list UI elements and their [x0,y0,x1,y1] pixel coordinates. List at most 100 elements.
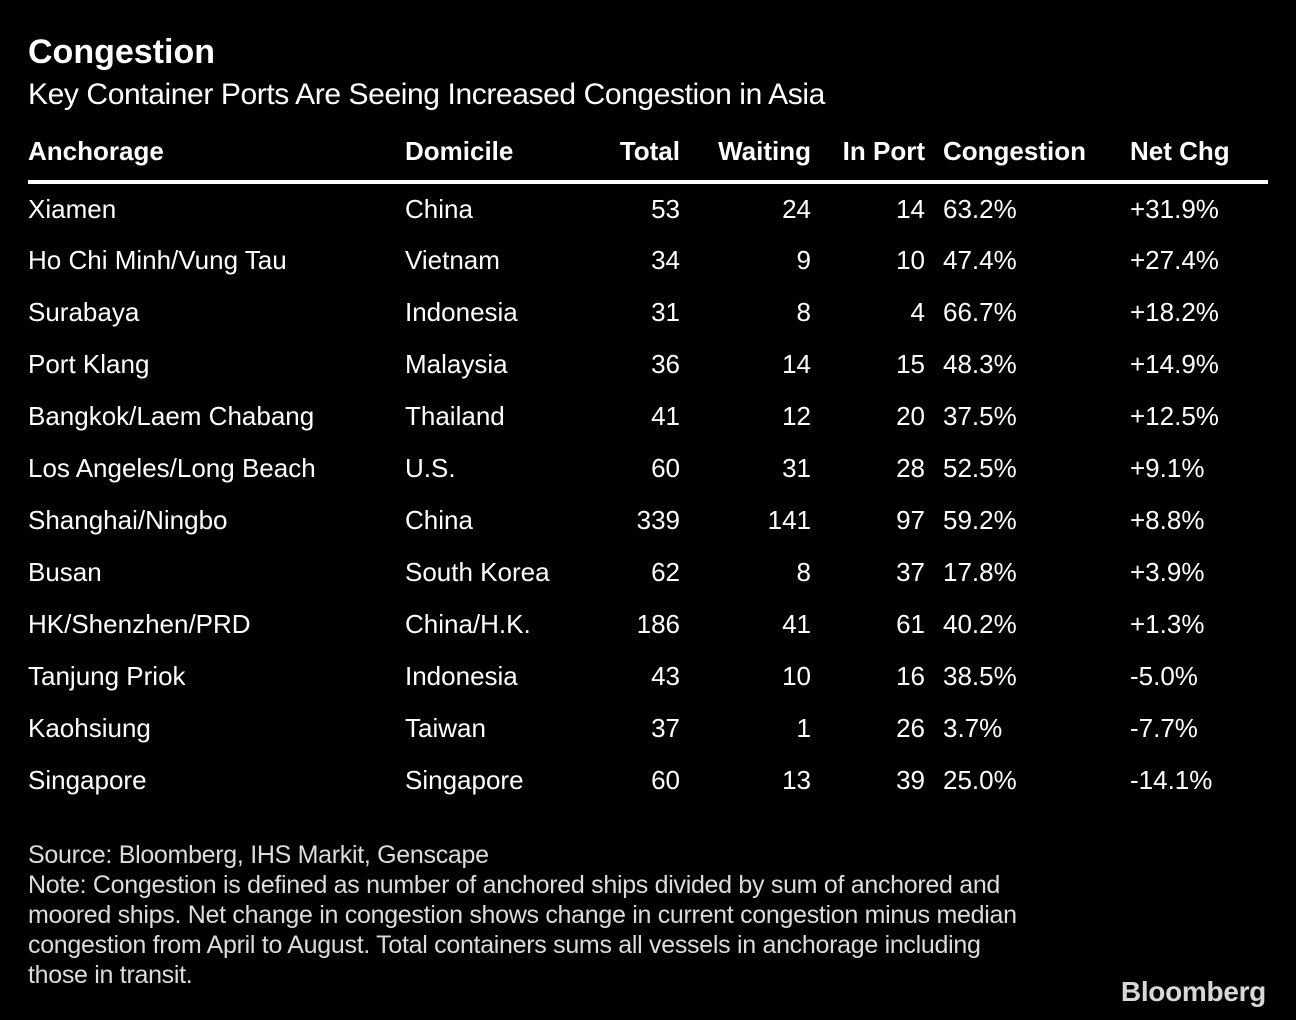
table-header: Anchorage Domicile Total Waiting In Port… [28,130,1268,184]
total-cell: 37 [651,712,680,743]
domicile-cell: China [405,504,473,535]
table-row: Kaohsiung Taiwan 37 1 26 3.7% -7.7% [28,702,1268,754]
in-port-cell: 20 [896,400,925,431]
in-port-cell: 10 [896,244,925,275]
total-cell: 31 [651,296,680,327]
total-cell: 43 [651,660,680,691]
anchorage-cell: Ho Chi Minh/Vung Tau [28,244,287,275]
anchorage-cell: Port Klang [28,348,150,379]
in-port-cell: 97 [896,504,925,535]
waiting-cell: 12 [782,400,811,431]
net-chg-cell: +12.5% [1130,400,1219,431]
note-text: Note: Congestion is defined as number of… [28,871,1017,989]
net-chg-cell: +8.8% [1130,504,1205,535]
net-chg-cell: +9.1% [1130,452,1205,483]
domicile-cell: Vietnam [405,244,500,275]
table-row: Singapore Singapore 60 13 39 25.0% -14.1… [28,754,1268,806]
total-cell: 41 [651,400,680,431]
net-chg-cell: +1.3% [1130,608,1205,639]
total-cell: 60 [651,764,680,795]
anchorage-cell: Surabaya [28,296,140,327]
waiting-cell: 10 [782,660,811,691]
table-row: Ho Chi Minh/Vung Tau Vietnam 34 9 10 47.… [28,234,1268,286]
table-row: Los Angeles/Long Beach U.S. 60 31 28 52.… [28,442,1268,494]
waiting-cell: 141 [767,504,811,535]
domicile-cell: China/H.K. [405,608,531,639]
in-port-cell: 39 [896,764,925,795]
column-header-net-chg: Net Chg [1130,130,1268,184]
congestion-cell: 48.3% [943,348,1017,379]
in-port-cell: 4 [910,296,925,327]
source-text: Source: Bloomberg, IHS Markit, Genscape [28,841,489,869]
congestion-cell: 59.2% [943,504,1017,535]
congestion-cell: 3.7% [943,712,1003,743]
congestion-cell: 47.4% [943,244,1017,275]
domicile-cell: Malaysia [405,348,508,379]
table-row: Surabaya Indonesia 31 8 4 66.7% +18.2% [28,286,1268,338]
anchorage-cell: Kaohsiung [28,712,151,743]
table-row: HK/Shenzhen/PRD China/H.K. 186 41 61 40.… [28,598,1268,650]
domicile-cell: Thailand [405,400,505,431]
congestion-cell: 63.2% [943,193,1017,224]
page-title: Congestion [28,33,215,71]
net-chg-cell: -7.7% [1130,712,1198,743]
net-chg-cell: +27.4% [1130,244,1219,275]
congestion-table: Anchorage Domicile Total Waiting In Port… [28,130,1268,806]
anchorage-cell: HK/Shenzhen/PRD [28,608,251,639]
table-row: Shanghai/Ningbo China 339 141 97 59.2% +… [28,494,1268,546]
domicile-cell: Singapore [405,764,524,795]
total-cell: 60 [651,452,680,483]
table-row: Xiamen China 53 24 14 63.2% +31.9% [28,182,1268,234]
anchorage-cell: Singapore [28,764,147,795]
chart-subtitle: Key Container Ports Are Seeing Increased… [28,78,825,111]
congestion-cell: 25.0% [943,764,1017,795]
anchorage-cell: Los Angeles/Long Beach [28,452,316,483]
net-chg-cell: +14.9% [1130,348,1219,379]
column-header-domicile: Domicile [405,130,582,184]
congestion-cell: 52.5% [943,452,1017,483]
table-row: Bangkok/Laem Chabang Thailand 41 12 20 3… [28,390,1268,442]
congestion-cell: 40.2% [943,608,1017,639]
in-port-cell: 15 [896,348,925,379]
column-header-in-port: In Port [811,130,925,184]
in-port-cell: 26 [896,712,925,743]
column-header-anchorage: Anchorage [28,130,405,184]
domicile-cell: Indonesia [405,296,518,327]
in-port-cell: 16 [896,660,925,691]
total-cell: 339 [636,504,680,535]
waiting-cell: 24 [782,193,811,224]
total-cell: 62 [651,556,680,587]
table-body: Xiamen China 53 24 14 63.2% +31.9% Ho Ch… [28,182,1268,806]
table-header-row: Anchorage Domicile Total Waiting In Port… [28,130,1268,184]
waiting-cell: 31 [782,452,811,483]
waiting-cell: 13 [782,764,811,795]
congestion-cell: 38.5% [943,660,1017,691]
domicile-cell: China [405,193,473,224]
anchorage-cell: Busan [28,556,102,587]
column-header-waiting: Waiting [680,130,811,184]
in-port-cell: 37 [896,556,925,587]
waiting-cell: 41 [782,608,811,639]
table-row: Tanjung Priok Indonesia 43 10 16 38.5% -… [28,650,1268,702]
anchorage-cell: Bangkok/Laem Chabang [28,400,315,431]
footer: Source: Bloomberg, IHS Markit, Genscape … [28,840,1268,990]
domicile-cell: Taiwan [405,712,486,743]
total-cell: 36 [651,348,680,379]
congestion-cell: 37.5% [943,400,1017,431]
column-header-congestion: Congestion [925,130,1130,184]
in-port-cell: 14 [896,193,925,224]
in-port-cell: 28 [896,452,925,483]
congestion-cell: 66.7% [943,296,1017,327]
column-header-total: Total [582,130,680,184]
total-cell: 186 [636,608,680,639]
in-port-cell: 61 [896,608,925,639]
waiting-cell: 8 [796,296,811,327]
waiting-cell: 14 [782,348,811,379]
total-cell: 53 [651,193,680,224]
table-row: Busan South Korea 62 8 37 17.8% +3.9% [28,546,1268,598]
domicile-cell: South Korea [405,556,550,587]
net-chg-cell: +18.2% [1130,296,1219,327]
total-cell: 34 [651,244,680,275]
table-row: Port Klang Malaysia 36 14 15 48.3% +14.9… [28,338,1268,390]
